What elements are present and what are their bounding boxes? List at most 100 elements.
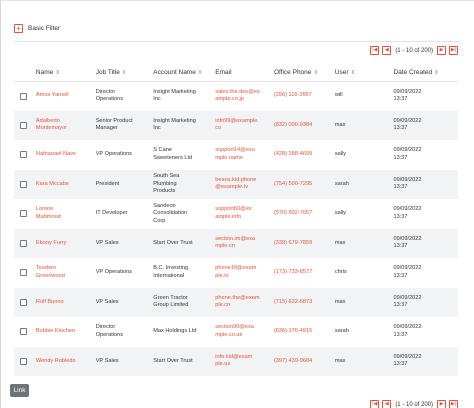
email-link[interactable]: support60@ex [215, 206, 252, 213]
name-cell[interactable]: Ebony Furry [33, 228, 94, 258]
contact-name-link[interactable]: Mahmood [35, 213, 61, 220]
phone-link[interactable]: (754) 500-7295 [273, 180, 313, 187]
office-phone-cell[interactable]: (428) 288-4609 [272, 140, 333, 170]
email-link[interactable]: ple.us [215, 361, 231, 368]
previous-page-button[interactable]: ◀ [382, 46, 392, 55]
email-link[interactable]: support14@exa [215, 147, 255, 154]
contact-name-link[interactable]: Amos Yarnell [35, 92, 69, 99]
email-link[interactable]: info99@example. [215, 117, 259, 124]
phone-link[interactable]: (715) 632-6873 [273, 298, 313, 305]
email-link[interactable]: mple.cn [215, 243, 235, 250]
name-cell[interactable]: Kara Mccabe [33, 169, 94, 199]
email-link[interactable]: @example.tv [215, 184, 248, 191]
email-cell[interactable]: section90@exa mple.co.uk [213, 317, 272, 347]
sort-icon[interactable]: ⇕ [434, 70, 439, 77]
email-cell[interactable]: section.im@exa mple.cn [213, 228, 272, 258]
column-header-name[interactable]: Name ⇕ [33, 65, 94, 82]
email-cell[interactable]: support14@exa mple.name [213, 140, 272, 170]
email-link[interactable]: ple.in [215, 272, 229, 279]
name-cell[interactable]: Rolf Buono [33, 287, 94, 317]
basic-filter-label[interactable]: Basic Filter [28, 25, 61, 32]
first-page-button[interactable]: |◀ [370, 46, 380, 55]
phone-link[interactable]: (173) 733-8577 [273, 269, 313, 275]
office-phone-cell[interactable]: (339) 679-7859 [271, 228, 333, 258]
email-link[interactable]: ample.co.jp [215, 96, 244, 102]
phone-link[interactable]: (397) 439-9684 [273, 357, 313, 364]
email-cell[interactable]: phone.the@exam ple.cn [213, 287, 272, 317]
name-cell[interactable]: Amos Yarnell [34, 81, 94, 111]
email-link[interactable]: mple.co.uk [215, 331, 243, 338]
column-header-date-created[interactable]: Date Created ⇕ [391, 65, 458, 82]
phone-link[interactable]: (428) 288-4609 [273, 151, 313, 157]
checkbox-icon[interactable] [20, 357, 27, 365]
email-link[interactable]: beans.kid.phone [215, 176, 257, 183]
sort-icon[interactable]: ⇕ [350, 70, 356, 77]
office-phone-cell[interactable]: (570) 802-7057 [272, 199, 333, 229]
checkbox-icon[interactable] [20, 121, 27, 129]
checkbox-icon[interactable] [20, 180, 27, 188]
email-link[interactable]: section.im@exa [215, 235, 256, 242]
email-link[interactable]: info.kid@exam [215, 353, 253, 360]
email-link[interactable]: phone19@exam [215, 265, 257, 272]
email-cell[interactable]: sales.the.dev@ex ample.co.jp [213, 81, 272, 111]
office-phone-cell[interactable]: (832) 000-9384 [271, 110, 333, 140]
link-button[interactable]: Link [10, 384, 29, 397]
email-link[interactable]: ample.info [215, 213, 242, 220]
email-link[interactable]: phone.the@exam [215, 294, 260, 301]
name-cell[interactable]: Nathanael Nave [34, 140, 94, 170]
office-phone-cell[interactable]: (397) 439-9684 [271, 346, 333, 376]
office-phone-cell[interactable]: (715) 632-6873 [271, 287, 333, 317]
column-header-account-name[interactable]: Account Name ⇕ [151, 65, 214, 82]
phone-link[interactable]: (256) 116-2667 [273, 92, 312, 99]
previous-page-button[interactable]: ◀ [382, 400, 392, 408]
last-page-button[interactable]: ▶| [449, 46, 458, 55]
office-phone-cell[interactable]: (173) 733-8577 [272, 258, 333, 288]
phone-link[interactable]: (570) 802-7057 [273, 210, 313, 216]
checkbox-icon[interactable] [20, 210, 27, 218]
next-page-button[interactable]: ▶ [437, 400, 446, 408]
contact-name-link[interactable]: Bobbie Kinchen [35, 328, 76, 334]
last-page-button[interactable]: ▶| [449, 400, 458, 408]
sort-icon[interactable]: ⇕ [197, 70, 203, 77]
email-cell[interactable]: info99@example. co [213, 110, 272, 140]
office-phone-cell[interactable]: (754) 500-7295 [271, 169, 333, 199]
contact-name-link[interactable]: Montemayor [35, 125, 68, 132]
phone-link[interactable]: (832) 000-9384 [273, 121, 313, 128]
name-cell[interactable]: Lorene Mahmood [34, 199, 94, 229]
contact-name-link[interactable]: Kara Mccabe [35, 180, 69, 187]
name-cell[interactable]: Bobbie Kinchen [34, 317, 94, 347]
checkbox-icon[interactable] [20, 151, 27, 159]
email-link[interactable]: mple.name [215, 154, 243, 161]
column-header-job-title[interactable]: Job Title ⇕ [93, 65, 152, 82]
office-phone-cell[interactable]: (636) 176-4915 [272, 317, 333, 347]
email-link[interactable]: section90@exa [215, 324, 254, 331]
name-cell[interactable]: Teodoro Greenwood [34, 258, 94, 288]
column-header-office-phone[interactable]: Office Phone ⇕ [271, 65, 333, 82]
sort-icon[interactable]: ⇕ [313, 70, 319, 77]
checkbox-icon[interactable] [20, 328, 27, 336]
checkbox-icon[interactable] [20, 269, 27, 277]
email-cell[interactable]: phone19@exam ple.in [213, 258, 272, 288]
checkbox-icon[interactable] [20, 239, 27, 247]
column-header-user[interactable]: User ⇕ [332, 65, 392, 82]
phone-link[interactable]: (339) 679-7859 [273, 239, 313, 246]
contact-name-link[interactable]: Greenwood [35, 272, 65, 279]
email-link[interactable]: co [215, 125, 222, 132]
email-link[interactable]: sales.the.dev@ex [215, 88, 260, 95]
name-cell[interactable]: Adalberto Montemayor [33, 110, 94, 140]
sort-icon[interactable]: ⇕ [121, 70, 127, 77]
name-cell[interactable]: Wendy Robledo [33, 346, 94, 376]
contact-name-link[interactable]: Lorene [35, 206, 54, 213]
email-link[interactable]: ple.cn [215, 302, 231, 309]
contact-name-link[interactable]: Wendy Robledo [35, 357, 76, 364]
office-phone-cell[interactable]: (256) 116-2667 [272, 81, 333, 111]
email-cell[interactable]: beans.kid.phone @example.tv [213, 169, 272, 199]
contact-name-link[interactable]: Adalberto [35, 117, 60, 124]
contact-name-link[interactable]: Teodoro [35, 265, 57, 272]
first-page-button[interactable]: |◀ [370, 400, 380, 408]
plus-icon[interactable]: + [14, 24, 23, 33]
basic-filter-toggle[interactable]: + Basic Filter [14, 24, 60, 33]
next-page-button[interactable]: ▶ [437, 46, 446, 55]
phone-link[interactable]: (636) 176-4915 [273, 328, 313, 334]
email-cell[interactable]: info.kid@exam ple.us [213, 346, 272, 376]
